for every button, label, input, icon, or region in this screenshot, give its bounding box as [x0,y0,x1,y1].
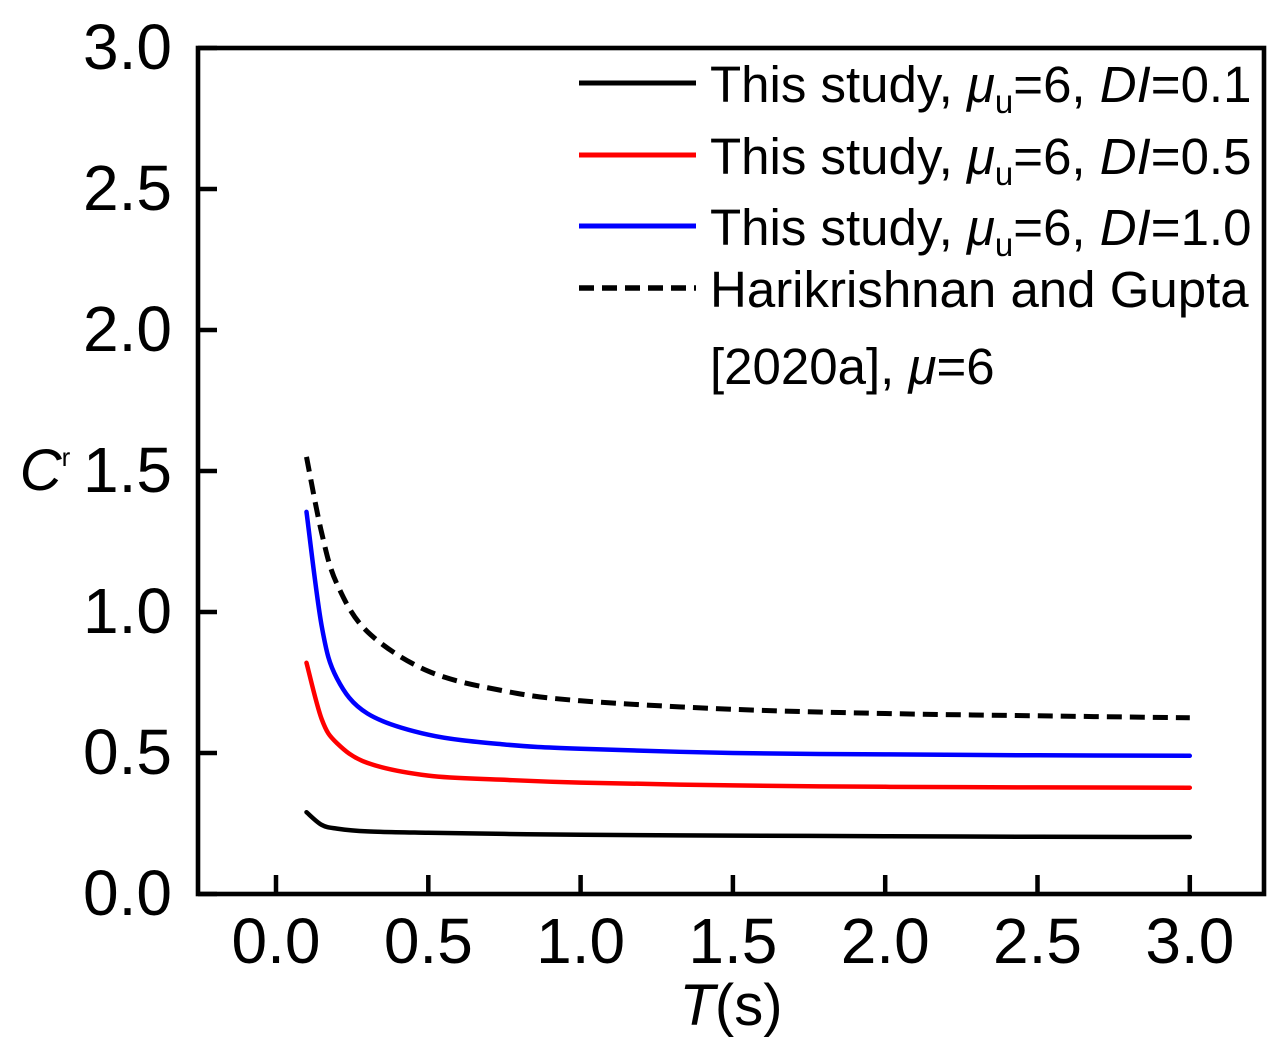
svg-text:2.0: 2.0 [83,293,172,365]
svg-text:0.0: 0.0 [232,905,321,977]
svg-text:2.0: 2.0 [841,905,930,977]
svg-text:[2020a], μ=6: [2020a], μ=6 [710,338,995,395]
svg-text:0.0: 0.0 [83,857,172,929]
svg-text:2.5: 2.5 [993,905,1082,977]
svg-text:T(s): T(s) [679,973,782,1038]
svg-text:1.5: 1.5 [688,905,777,977]
svg-text:3.0: 3.0 [1145,905,1234,977]
svg-text:1.5: 1.5 [83,434,172,506]
svg-text:1.0: 1.0 [83,575,172,647]
svg-text:Harikrishnan and Gupta: Harikrishnan and Gupta [710,261,1249,318]
svg-text:0.5: 0.5 [384,905,473,977]
svg-text:This study, μu=6, DI=0.5: This study, μu=6, DI=0.5 [710,128,1251,192]
svg-text:This study, μu=6, DI=0.1: This study, μu=6, DI=0.1 [710,56,1251,120]
svg-text:Cr: Cr [20,438,71,503]
svg-text:1.0: 1.0 [536,905,625,977]
svg-text:0.5: 0.5 [83,716,172,788]
svg-text:This study, μu=6, DI=1.0: This study, μu=6, DI=1.0 [710,199,1251,263]
svg-text:3.0: 3.0 [83,11,172,83]
svg-text:2.5: 2.5 [83,152,172,224]
